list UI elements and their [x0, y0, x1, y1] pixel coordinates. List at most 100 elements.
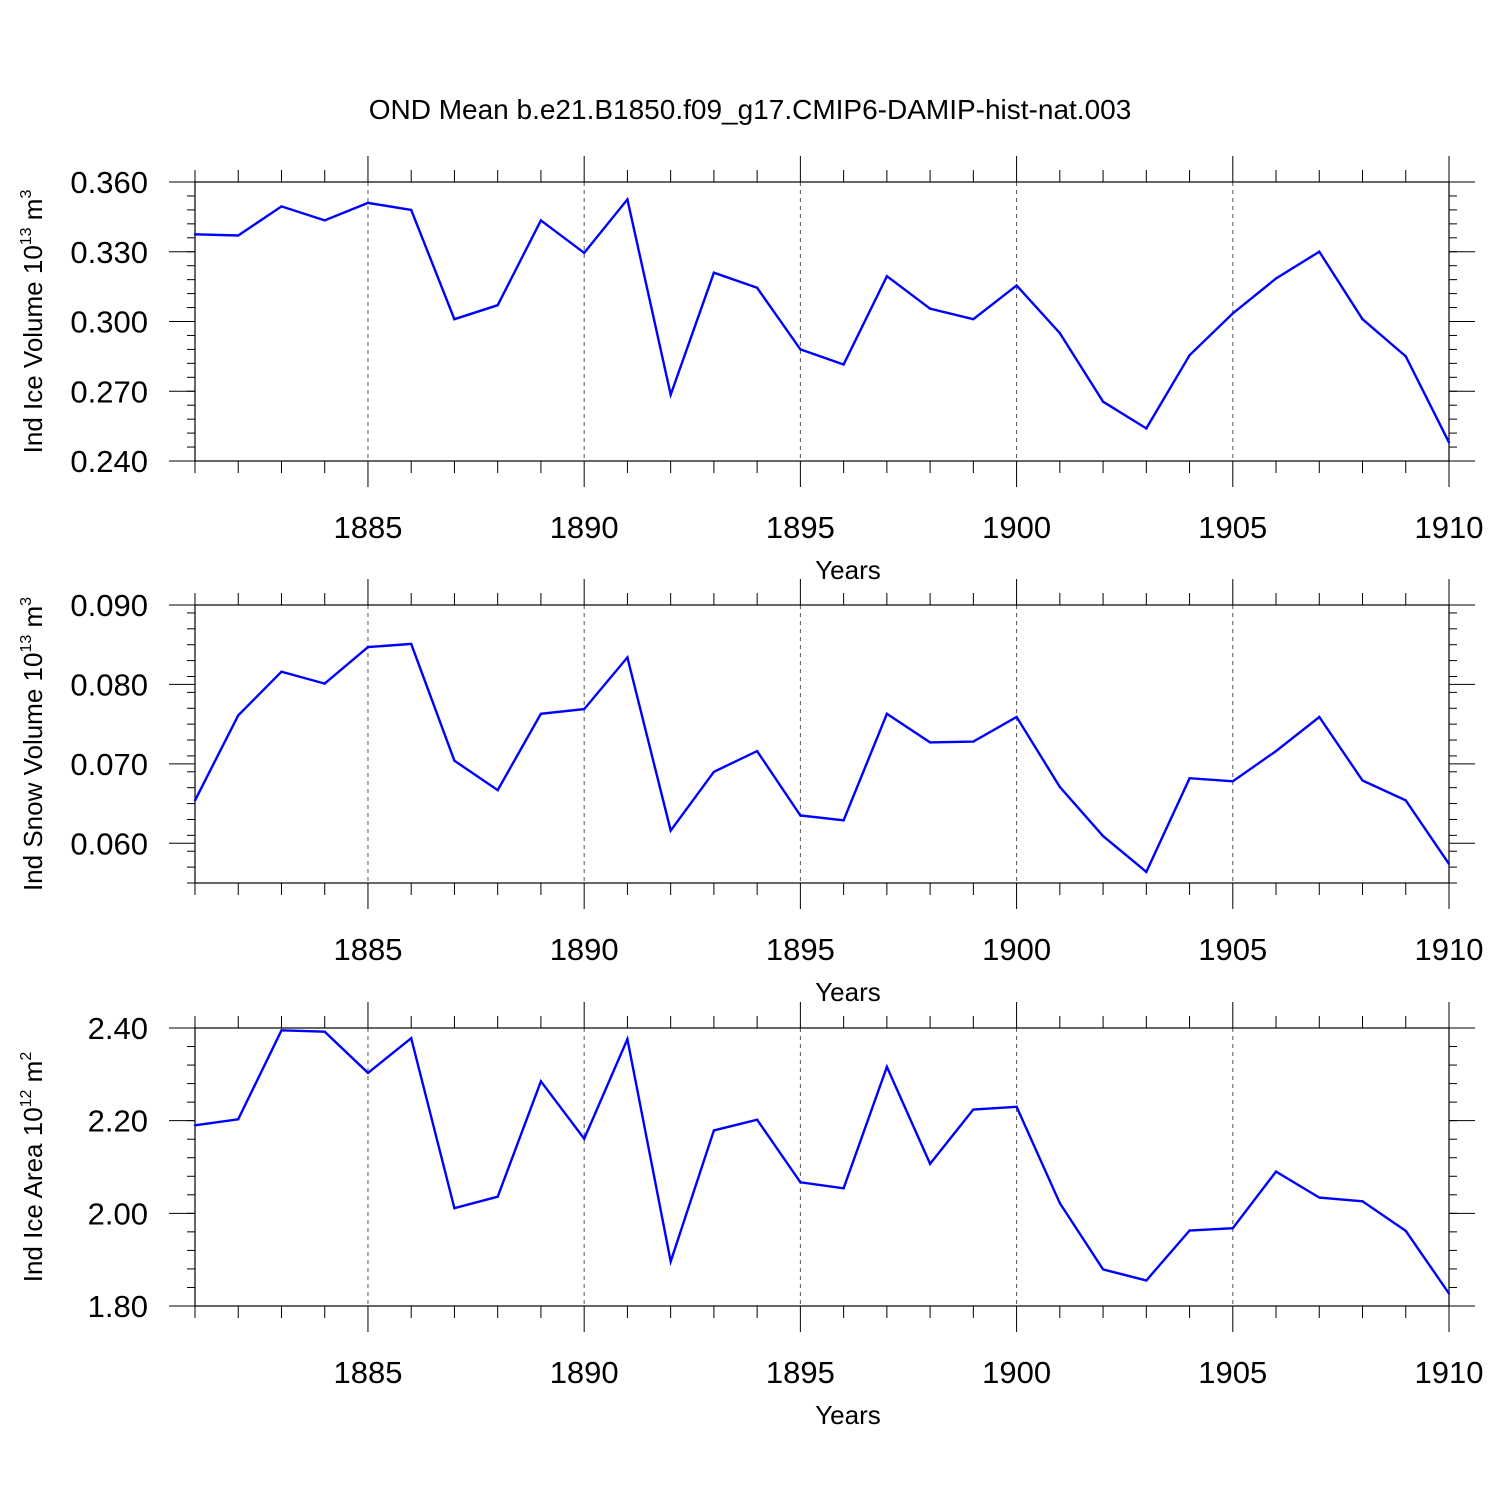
data-point — [1188, 776, 1191, 780]
y-axis-label-exponent: 3 — [18, 190, 35, 199]
data-point — [1318, 1196, 1321, 1199]
y-axis-label: Ind Snow Volume 1013 m3 — [18, 597, 48, 891]
data-point — [799, 814, 802, 817]
data-point — [1404, 355, 1407, 358]
data-point — [1361, 317, 1364, 321]
y-tick-label: 0.300 — [70, 305, 148, 340]
y-axis-label-text: m — [18, 606, 48, 635]
y-tick-label: 2.00 — [88, 1196, 148, 1231]
data-point — [193, 233, 197, 236]
data-point — [237, 1118, 240, 1121]
plot-frame — [194, 181, 1450, 462]
data-point — [539, 219, 543, 222]
y-axis-label: Ind Ice Area 1012 m2 — [18, 1052, 48, 1283]
data-point — [323, 682, 326, 685]
data-point — [410, 1036, 413, 1040]
data-point — [669, 1260, 672, 1263]
data-point — [1231, 1226, 1234, 1230]
data-point — [323, 1030, 326, 1033]
x-tick-label: 1895 — [766, 932, 835, 967]
data-point — [1101, 1268, 1105, 1271]
y-axis-label-exponent: 13 — [18, 635, 35, 653]
data-point — [496, 304, 499, 307]
data-point — [366, 201, 370, 205]
data-point — [1318, 715, 1321, 719]
x-tick-label: 1895 — [766, 510, 835, 545]
data-point — [1318, 250, 1321, 253]
data-point — [755, 1118, 759, 1121]
y-tick-label: 2.40 — [88, 1011, 148, 1046]
data-point — [582, 707, 586, 711]
data-point — [366, 645, 370, 649]
data-point — [626, 198, 629, 201]
data-point — [1274, 1170, 1278, 1173]
data-point — [1447, 441, 1451, 444]
x-tick-label: 1905 — [1198, 1355, 1267, 1390]
x-tick-label: 1910 — [1415, 1355, 1484, 1390]
x-axis-label: Years — [815, 1400, 881, 1430]
y-axis-label-text: Ind Snow Volume 10 — [18, 653, 48, 892]
data-point — [237, 234, 240, 237]
y-axis-label-text: m — [18, 1061, 48, 1090]
x-axis-label: Years — [815, 977, 881, 1007]
data-point — [410, 208, 413, 212]
data-point — [712, 271, 716, 274]
series-line — [193, 642, 1450, 874]
x-tick-label: 1910 — [1415, 932, 1484, 967]
data-point — [237, 714, 240, 717]
data-point — [972, 1108, 975, 1111]
data-point — [280, 1029, 283, 1032]
x-tick-label: 1890 — [550, 1355, 619, 1390]
data-point — [1058, 1201, 1062, 1205]
data-point — [582, 1137, 586, 1140]
y-tick-label: 0.080 — [70, 667, 148, 702]
data-point — [1274, 277, 1278, 280]
x-tick-label: 1885 — [333, 1355, 402, 1390]
series-line — [194, 1029, 1450, 1295]
data-point — [280, 205, 283, 208]
data-point — [1188, 1229, 1191, 1232]
data-point — [799, 348, 802, 351]
x-tick-label: 1885 — [333, 510, 402, 545]
data-point — [712, 1129, 716, 1132]
y-axis-label-text: Ind Ice Volume 10 — [18, 245, 48, 453]
x-tick-label: 1905 — [1198, 510, 1267, 545]
data-point — [1231, 312, 1234, 315]
data-point — [193, 1124, 197, 1127]
data-point — [1361, 779, 1364, 782]
data-point — [755, 749, 759, 753]
data-point — [669, 829, 672, 832]
data-point — [842, 819, 845, 822]
data-point — [1404, 799, 1407, 802]
plot-frame — [194, 1027, 1450, 1307]
data-point — [1015, 715, 1018, 719]
x-axis-label: Years — [815, 555, 881, 585]
data-point — [712, 770, 716, 773]
x-tick-label: 1905 — [1198, 932, 1267, 967]
data-point — [842, 363, 845, 366]
data-point — [539, 712, 543, 716]
data-point — [1145, 870, 1148, 874]
data-point — [626, 1037, 629, 1041]
data-point — [928, 1162, 932, 1165]
data-point — [1058, 785, 1062, 789]
data-point — [496, 788, 499, 792]
x-tick-label: 1890 — [550, 510, 619, 545]
data-point — [582, 251, 586, 255]
y-tick-label: 0.070 — [70, 747, 148, 782]
y-tick-label: 1.80 — [88, 1289, 148, 1324]
data-point — [669, 393, 672, 396]
panel-2: 0.060 0.070 0.080 0.090 1885 1890 1895 1900 1905… — [18, 579, 1483, 1007]
data-point — [885, 712, 889, 716]
data-point — [1447, 862, 1451, 866]
figure-title: OND Mean b.e21.B1850.f09_g17.CMIP6-DAMIP… — [369, 94, 1132, 125]
data-point — [453, 1207, 456, 1210]
y-axis-label-exponent: 12 — [18, 1089, 35, 1107]
data-point — [1145, 427, 1148, 430]
y-tick-label: 0.240 — [70, 444, 148, 479]
y-axis-label-text: m — [18, 199, 48, 228]
data-point — [1404, 1229, 1407, 1233]
x-tick-label: 1900 — [982, 932, 1051, 967]
data-point — [885, 274, 889, 278]
y-axis-label-text: Ind Ice Area 10 — [18, 1107, 48, 1282]
